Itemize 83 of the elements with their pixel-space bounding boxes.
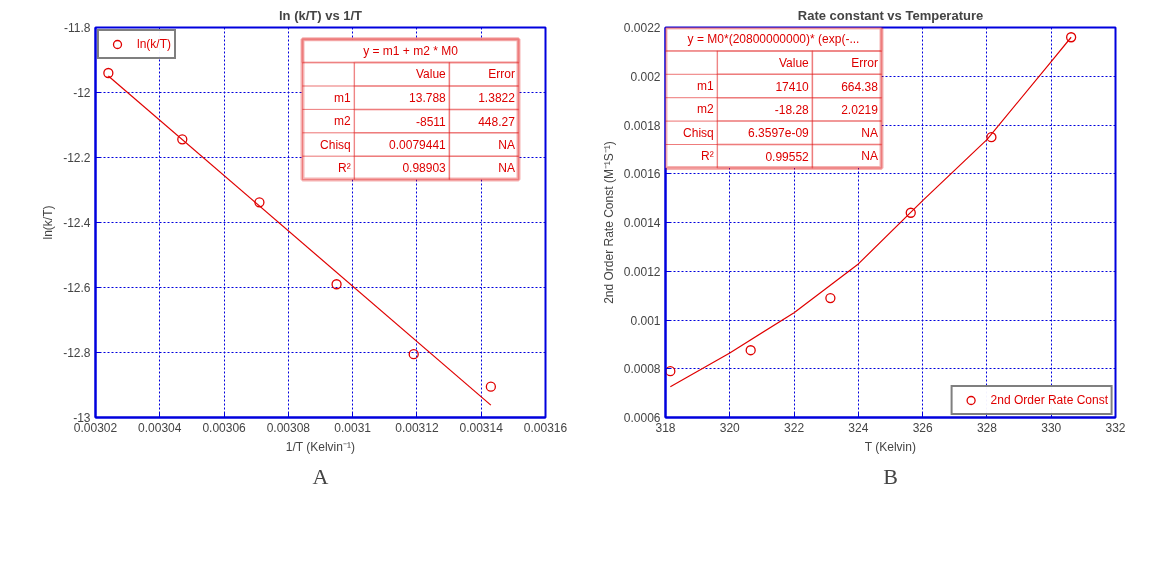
x-tick-label: 328 bbox=[976, 420, 998, 435]
annotation: NA bbox=[861, 125, 878, 140]
annotation: y = m1 + m2 * M0 bbox=[363, 43, 459, 58]
x-tick-label: 324 bbox=[848, 420, 869, 435]
annotation: Value bbox=[415, 67, 447, 82]
x-tick-label: 0.00308 bbox=[266, 420, 311, 435]
y-axis-title: 2nd Order Rate Const (M⁻¹S⁻¹) bbox=[601, 141, 616, 304]
annotation: 0.99552 bbox=[765, 149, 810, 164]
x-tick-label: 330 bbox=[1041, 420, 1062, 435]
annotation: m1 bbox=[697, 79, 715, 93]
annotation: y = M0*(20800000000)* (exp(-... bbox=[687, 32, 860, 47]
annotation: Chisq bbox=[683, 125, 714, 140]
text: B bbox=[883, 463, 898, 489]
x-axis-title: 1/T (Kelvin⁻¹) bbox=[285, 439, 355, 454]
x-tick-label: 0.00314 bbox=[459, 420, 504, 435]
y-tick-label: 0.0014 bbox=[623, 216, 661, 230]
y-tick-label: 0.0016 bbox=[623, 167, 661, 182]
point bbox=[103, 67, 114, 79]
point bbox=[1065, 32, 1077, 43]
point bbox=[825, 292, 836, 304]
legend-label: ln(k/T) bbox=[137, 37, 171, 51]
x-tick-label: 326 bbox=[912, 420, 933, 435]
annotation: NA bbox=[498, 160, 515, 175]
x-tick-label: 320 bbox=[719, 420, 741, 435]
annotation: NA bbox=[498, 137, 515, 152]
y-tick-label: -12.8 bbox=[63, 346, 91, 360]
line-series bbox=[669, 36, 1072, 388]
annotation: 2.0219 bbox=[841, 102, 879, 117]
annotation: Value bbox=[778, 55, 810, 70]
x-tick-label: 0.00306 bbox=[202, 420, 247, 435]
annotation: -18.28 bbox=[774, 102, 810, 117]
chart-title: Rate constant vs Temperature bbox=[797, 7, 984, 23]
x-tick-label: 0.0031 bbox=[334, 420, 372, 435]
point bbox=[745, 345, 756, 356]
x-tick-label: 0.00316 bbox=[523, 420, 568, 435]
annotation: Error bbox=[488, 67, 515, 82]
y-tick-label: 0.0018 bbox=[623, 118, 661, 133]
y-tick-label: 0.001 bbox=[630, 313, 661, 328]
y-tick-label: 0.002 bbox=[630, 69, 661, 84]
annotation: 6.3597e-09 bbox=[748, 126, 810, 141]
x-tick-label: 0.00312 bbox=[395, 420, 439, 435]
legend-label: 2nd Order Rate Const bbox=[990, 393, 1108, 407]
annotation: Error bbox=[851, 55, 878, 70]
annotation: R² bbox=[338, 160, 351, 175]
y-tick-label: -12.2 bbox=[63, 151, 91, 165]
y-tick-label: -11.8 bbox=[64, 21, 91, 35]
annotation: -8511 bbox=[415, 114, 447, 129]
point bbox=[408, 348, 419, 360]
x-tick-label: 332 bbox=[1105, 420, 1126, 435]
x-tick-label: 322 bbox=[784, 420, 805, 435]
annotation: m1 bbox=[334, 90, 352, 105]
annotation: 17410 bbox=[775, 79, 810, 94]
annotation: m2 bbox=[334, 114, 352, 129]
y-tick-label: 0.0012 bbox=[623, 264, 661, 279]
y-tick-label: -13 bbox=[73, 411, 91, 425]
point bbox=[905, 207, 916, 218]
point bbox=[485, 381, 497, 392]
y-tick-label: -12.6 bbox=[63, 281, 91, 295]
y-tick-label: -12 bbox=[73, 86, 91, 100]
x-tick-label: 0.00304 bbox=[138, 420, 182, 435]
point bbox=[331, 279, 342, 290]
y-tick-label: 0.0022 bbox=[623, 21, 661, 35]
point bbox=[665, 366, 676, 377]
annotation: 0.0079441 bbox=[389, 138, 447, 152]
annotation: 0.98903 bbox=[402, 161, 447, 176]
point bbox=[986, 132, 997, 143]
point bbox=[177, 134, 188, 145]
annotation: 13.788 bbox=[409, 91, 447, 106]
y-tick-label: -12.4 bbox=[63, 216, 91, 230]
annotation: NA bbox=[861, 149, 878, 164]
annotation: R² bbox=[701, 149, 714, 164]
y-axis-title: ln(k/T) bbox=[41, 205, 56, 240]
annotation: 664.38 bbox=[841, 79, 879, 94]
y-tick-label: 0.0006 bbox=[623, 411, 661, 425]
y-tick-label: 0.0008 bbox=[623, 362, 661, 377]
text: A bbox=[312, 463, 329, 489]
annotation: m2 bbox=[697, 102, 715, 117]
chart-title: ln (k/T) vs 1/T bbox=[278, 7, 363, 23]
point bbox=[254, 197, 265, 208]
annotation: 448.27 bbox=[478, 114, 516, 129]
annotation: 1.3822 bbox=[478, 91, 516, 106]
x-axis-title: T (Kelvin) bbox=[864, 439, 916, 454]
annotation: Chisq bbox=[320, 137, 351, 152]
